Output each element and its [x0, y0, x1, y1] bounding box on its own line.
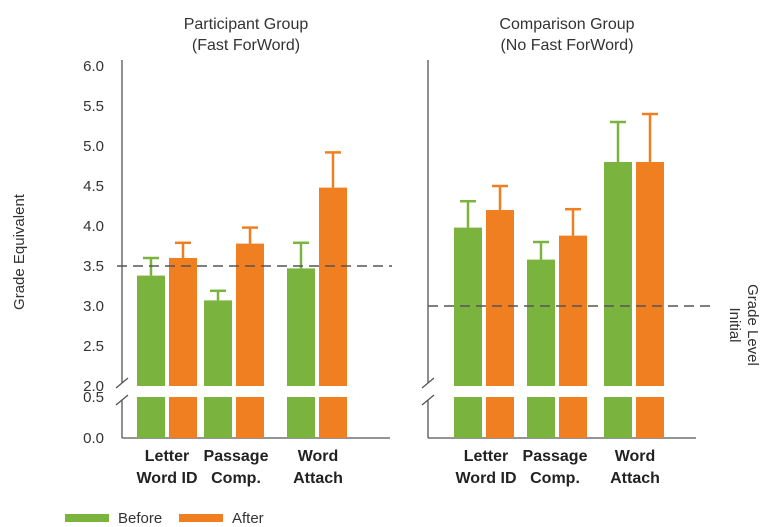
category-label: Attach	[610, 470, 660, 487]
before-bar	[454, 227, 482, 386]
category-label: Letter	[145, 448, 189, 465]
before-bar	[527, 259, 555, 386]
category-label: Passage	[204, 448, 269, 465]
axis-break-mark	[115, 394, 129, 406]
y-tick-label: 5.5	[83, 98, 104, 115]
before-bar	[204, 300, 232, 386]
y-tick-label: 0.5	[83, 389, 104, 406]
before-bar	[137, 275, 165, 386]
before-bar-base	[287, 397, 315, 438]
after-bar	[559, 235, 587, 386]
y-axis-title: Grade Equivalent	[11, 193, 28, 310]
after-bar	[636, 162, 664, 386]
after-bar-base	[636, 397, 664, 438]
right-axis-label: Initial	[726, 307, 743, 342]
y-tick-label: 4.0	[83, 218, 104, 235]
axis-break-mark	[115, 377, 129, 389]
y-tick-label: 2.0	[83, 378, 104, 395]
after-bar-base	[559, 397, 587, 438]
category-label: Attach	[293, 470, 343, 487]
legend-before-swatch	[65, 514, 109, 522]
y-tick-label: 0.0	[83, 430, 104, 447]
axis-break-mark	[421, 394, 435, 406]
before-bar-base	[454, 397, 482, 438]
category-label: Word	[298, 448, 339, 465]
before-bar	[604, 162, 632, 386]
category-label: Word ID	[136, 470, 197, 487]
before-bar-base	[137, 397, 165, 438]
y-tick-label: 5.0	[83, 138, 104, 155]
axis-break-mark	[421, 377, 435, 389]
after-bar	[169, 258, 197, 386]
category-label: Letter	[464, 448, 508, 465]
category-label: Passage	[523, 448, 588, 465]
panel-title: (No Fast ForWord)	[500, 37, 633, 54]
after-bar-base	[486, 397, 514, 438]
before-bar-base	[204, 397, 232, 438]
legend-after-swatch	[179, 514, 223, 522]
category-label: Comp.	[211, 470, 261, 487]
after-bar-base	[319, 397, 347, 438]
panel-title: (Fast ForWord)	[192, 37, 300, 54]
after-bar	[236, 243, 264, 386]
category-label: Word ID	[455, 470, 516, 487]
after-bar-base	[236, 397, 264, 438]
category-label: Comp.	[530, 470, 580, 487]
after-bar-base	[169, 397, 197, 438]
panel-title: Comparison Group	[499, 16, 634, 33]
y-tick-label: 3.5	[83, 258, 104, 275]
y-tick-label: 3.0	[83, 298, 104, 315]
y-tick-label: 6.0	[83, 58, 104, 75]
y-tick-label: 4.5	[83, 178, 104, 195]
y-tick-label: 2.5	[83, 338, 104, 355]
category-label: Word	[615, 448, 656, 465]
before-bar	[287, 268, 315, 386]
legend-after-label: After	[232, 510, 264, 527]
right-axis-label: Grade Level	[744, 284, 761, 366]
after-bar	[319, 187, 347, 386]
after-bar	[486, 210, 514, 386]
legend-before-label: Before	[118, 510, 162, 527]
before-bar-base	[604, 397, 632, 438]
before-bar-base	[527, 397, 555, 438]
panel-title: Participant Group	[184, 16, 309, 33]
